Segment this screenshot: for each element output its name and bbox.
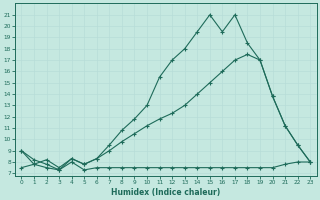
- X-axis label: Humidex (Indice chaleur): Humidex (Indice chaleur): [111, 188, 220, 197]
